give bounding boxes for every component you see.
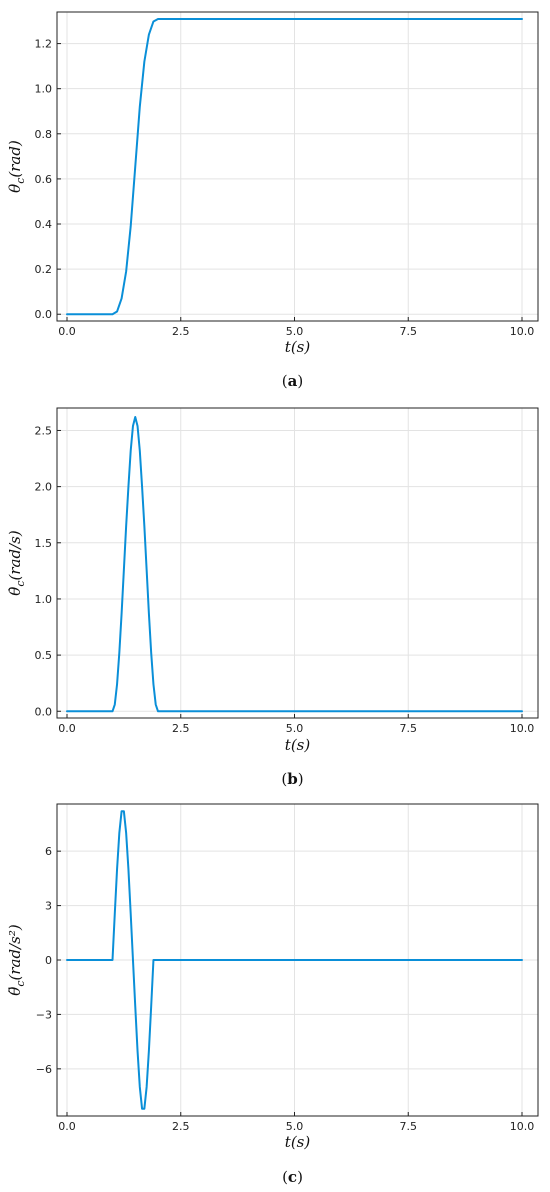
y-tick-label: 0 [45, 954, 52, 967]
chart-panel-c: 0.0 2.5 5.0 7.5 10.0−6−3036t(s)θ̈c(rad/s²)(c… [6, 803, 539, 1186]
plot-frame [56, 407, 539, 719]
x-tick-label: 5.0 [286, 1120, 304, 1133]
y-axis-label-sub: c [14, 980, 27, 986]
caption-open: ( [282, 372, 288, 390]
caption-open: ( [282, 1168, 288, 1186]
y-tick-label: 6 [45, 845, 52, 858]
x-tick-label: 0.0 [58, 325, 76, 338]
y-axis-label: θc(rad) [6, 140, 27, 193]
y-axis-label-sub: c [14, 178, 27, 184]
y-tick-label: 2.5 [35, 424, 53, 437]
y-tick-label: 0.4 [35, 218, 53, 231]
y-tick-label: 3 [45, 900, 52, 913]
x-axis-label-unit: (s) [291, 736, 311, 754]
caption-close: ) [297, 1168, 303, 1186]
y-tick-label: 0.2 [35, 263, 53, 276]
x-axis-label-unit: (s) [291, 338, 311, 356]
x-axis-label-var: t [285, 736, 292, 754]
y-tick-label: 0.5 [35, 649, 53, 662]
x-axis-label: t(s) [285, 736, 311, 754]
panel-caption: (c) [282, 1168, 303, 1186]
caption-letter: a [288, 372, 298, 390]
series-line [66, 17, 523, 316]
y-axis-label: θ̈c(rad/s²) [6, 924, 27, 996]
caption-letter: b [287, 770, 298, 788]
y-tick-label: 0.8 [35, 128, 53, 141]
y-axis-label-var: θ [6, 184, 24, 193]
y-tick-label: 1.5 [35, 537, 53, 550]
x-tick-label: 10.0 [510, 1120, 535, 1133]
x-tick-label: 10.0 [510, 722, 535, 735]
x-tick-label: 2.5 [172, 722, 190, 735]
y-tick-label: 1.2 [35, 38, 53, 51]
y-axis-label-unit: (rad/s²) [6, 924, 24, 980]
x-tick-label: 7.5 [400, 1120, 418, 1133]
series-line [66, 810, 523, 1110]
x-axis-label: t(s) [285, 338, 311, 356]
x-tick-label: 2.5 [172, 325, 190, 338]
chart-panel-a: 0.0 2.5 5.0 7.5 10.0 0.0 0.2 0.4 0.6 0.8 1.0 1.2 t(s… [6, 11, 539, 390]
y-axis-label-sub: c [14, 580, 27, 586]
y-tick-label: −6 [36, 1063, 52, 1076]
y-tick-label: 0.0 [35, 705, 53, 718]
y-axis-label-unit: (rad) [6, 140, 24, 178]
x-tick-label: 5.0 [286, 722, 304, 735]
caption-open: ( [281, 770, 287, 788]
x-axis-label-unit: (s) [291, 1133, 311, 1151]
y-tick-label: 0.0 [35, 308, 53, 321]
panel-caption: (b) [281, 770, 303, 788]
x-tick-label: 0.0 [58, 722, 76, 735]
y-axis-label-var: θ̇ [6, 587, 24, 596]
x-tick-label: 7.5 [400, 325, 418, 338]
panel-caption: (a) [282, 372, 303, 390]
x-tick-label: 10.0 [510, 325, 535, 338]
caption-close: ) [297, 372, 303, 390]
x-axis-label: t(s) [285, 1133, 311, 1151]
x-tick-label: 5.0 [286, 325, 304, 338]
y-axis-label: θ̇c(rad/s) [6, 530, 27, 596]
x-tick-label: 7.5 [400, 722, 418, 735]
plot-frame [56, 11, 539, 322]
y-tick-label: −3 [36, 1008, 52, 1021]
caption-letter: c [288, 1168, 297, 1186]
caption-close: ) [298, 770, 304, 788]
x-axis-label-var: t [285, 1133, 292, 1151]
x-tick-label: 0.0 [58, 1120, 76, 1133]
y-axis-label-var: θ̈ [6, 987, 24, 996]
series-line [66, 415, 523, 713]
x-tick-label: 2.5 [172, 1120, 190, 1133]
y-tick-label: 2.0 [35, 481, 53, 494]
chart-panel-b: 0.0 2.5 5.0 7.5 10.0 0.0 0.5 1.0 1.5 2.0 2.5 t(s) θ̇… [6, 407, 539, 788]
y-tick-label: 1.0 [35, 83, 53, 96]
y-tick-label: 1.0 [35, 593, 53, 606]
y-tick-label: 0.6 [35, 173, 53, 186]
y-axis-label-unit: (rad/s) [6, 530, 24, 580]
x-axis-label-var: t [285, 338, 292, 356]
